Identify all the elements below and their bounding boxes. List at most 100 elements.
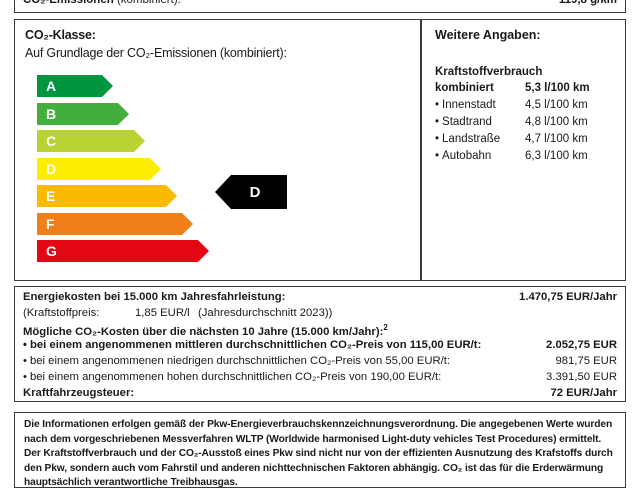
fuel-price-row: (Kraftstoffpreis: 1,85 EUR/l (Jahresdurc… [23,307,617,323]
bullet-icon: • [435,133,440,145]
fuel-price-label: (Kraftstoffpreis: [23,307,100,319]
efficiency-bar-c: C [37,130,145,152]
consumption-row: • Autobahn 6,3 l/100 km [435,150,620,167]
bar-tip-icon [182,212,193,235]
co2-cost-row: • bei einem angenommenen mittleren durchs… [23,339,617,355]
co2-cost-row: • bei einem angenommenen hohen durchschni… [23,371,617,387]
efficiency-bar-row: B [37,102,397,125]
bar-tip-icon [134,130,145,152]
co2-cost-heading-text: Mögliche CO₂-Kosten über die nächsten 10… [23,325,384,338]
consumption-label: • Landstraße [435,133,501,145]
further-info-panel: Weitere Angaben: Kraftstoffverbrauch kom… [427,20,625,280]
bullet-icon: • [435,150,440,162]
bar-letter: F [46,215,55,232]
emission-strip-label-bold: CO₂-Emissionen [23,0,114,6]
bar-body [37,157,150,180]
consumption-row: • Stadtrand 4,8 l/100 km [435,116,620,133]
vehicle-tax-value: 72 EUR/Jahr [550,387,617,399]
bar-letter: D [46,160,57,177]
consumption-value: 6,3 l/100 km [525,150,588,162]
consumption-label: • Stadtrand [435,116,492,128]
bullet-icon: • [435,116,440,128]
efficiency-bar-a: A [37,75,113,97]
bar-tip-icon [150,157,161,180]
bar-tip-icon [166,185,177,207]
co2-cost-value: 3.391,50 EUR [546,371,617,383]
fuel-price-tail: (Jahresdurchschnitt 2023)) [198,307,333,319]
emission-strip-label-regular: (kombiniert): [113,0,181,6]
bullet-icon: • [23,355,27,367]
efficiency-bar-row: D [37,157,397,180]
bar-body [37,102,118,125]
emission-strip-label: CO₂-Emissionen (kombiniert): [23,0,181,6]
efficiency-bar-row: A [37,75,397,97]
co2-cost-label: • bei einem angenommenen hohen durchschni… [23,371,442,383]
panel-divider [420,20,422,280]
bar-body [37,240,198,262]
co2-cost-heading: Mögliche CO₂-Kosten über die nächsten 10… [23,323,388,338]
co2-cost-row: • bei einem angenommenen niedrigen durchs… [23,355,617,371]
bar-tip-icon [198,240,209,262]
co2-cost-heading-superscript: 2 [383,323,388,332]
consumption-row: • Landstraße 4,7 l/100 km [435,133,620,150]
bar-letter: E [46,188,56,204]
efficiency-bar-e: E [37,185,177,207]
consumption-row: • Innenstadt 4,5 l/100 km [435,99,620,116]
consumption-label: • Innenstadt [435,99,496,111]
footnote-text: Die Informationen erfolgen gemäß der Pkw… [24,419,613,488]
bar-body [37,212,182,235]
bar-letter: G [46,243,57,259]
co2-cost-value: 2.052,75 EUR [546,339,617,351]
co2-class-title: CO₂-Klasse: [25,28,96,42]
consumption-row: kombiniert 5,3 l/100 km [435,82,620,99]
consumption-label: • Autobahn [435,150,492,162]
consumption-heading: Kraftstoffverbrauch [435,66,543,78]
selected-class-arrow: D [215,175,287,209]
efficiency-bar-f: F [37,212,193,235]
efficiency-bar-row: F [37,212,397,235]
energy-cost-value: 1.470,75 EUR/Jahr [519,291,617,303]
bar-letter: A [46,78,57,94]
fuel-price-value: 1,85 EUR/l [135,307,190,319]
vehicle-tax-row: Kraftfahrzeugsteuer: 72 EUR/Jahr [23,387,617,403]
bar-letter: B [46,105,57,122]
consumption-value: 5,3 l/100 km [525,82,590,94]
costs-box: Energiekosten bei 15.000 km Jahresfahrle… [14,286,626,402]
energy-cost-label: Energiekosten bei 15.000 km Jahresfahrle… [23,291,286,303]
consumption-value: 4,8 l/100 km [525,116,588,128]
efficiency-bar-d: D [37,157,161,180]
bullet-icon: • [23,371,27,383]
bar-body [37,185,166,207]
footnote-box: Die Informationen erfolgen gemäß der Pkw… [14,412,626,488]
consumption-list: kombiniert 5,3 l/100 km • Innenstadt 4,5 l/1… [435,82,620,167]
energy-cost-row: Energiekosten bei 15.000 km Jahresfahrle… [23,291,617,307]
bullet-icon: • [23,339,27,351]
vehicle-tax-label: Kraftfahrzeugsteuer: [23,387,135,399]
bar-body [37,130,134,152]
co2-cost-heading-row: Mögliche CO₂-Kosten über die nächsten 10… [23,323,617,339]
co2-cost-value: 981,75 EUR [555,355,617,367]
further-info-title: Weitere Angaben: [435,28,541,42]
efficiency-bar-row: G [37,240,397,262]
arrow-body: D [231,175,287,209]
efficiency-bar-row: C [37,130,397,152]
co2-cost-label: • bei einem angenommenen niedrigen durchs… [23,355,451,367]
arrow-point-icon [215,175,231,209]
bar-tip-icon [102,75,113,97]
consumption-value: 4,5 l/100 km [525,99,588,111]
class-main-box: CO₂-Klasse: Auf Grundlage der CO₂-Emissi… [14,19,626,281]
bullet-icon: • [435,99,440,111]
co2-cost-rows: • bei einem angenommenen mittleren durchs… [23,339,617,387]
efficiency-bar-b: B [37,102,129,125]
emission-strip-value: 119,8 g/km [558,0,617,6]
co2-class-subtitle: Auf Grundlage der CO₂-Emissionen (kombin… [25,46,287,60]
bar-body [37,75,102,97]
co2-cost-label: • bei einem angenommenen mittleren durchs… [23,339,482,351]
efficiency-bar-g: G [37,240,209,262]
bar-letter: C [46,133,57,149]
consumption-value: 4,7 l/100 km [525,133,588,145]
emission-strip: CO₂-Emissionen (kombiniert): 119,8 g/km [14,0,626,13]
consumption-label: kombiniert [435,82,494,94]
